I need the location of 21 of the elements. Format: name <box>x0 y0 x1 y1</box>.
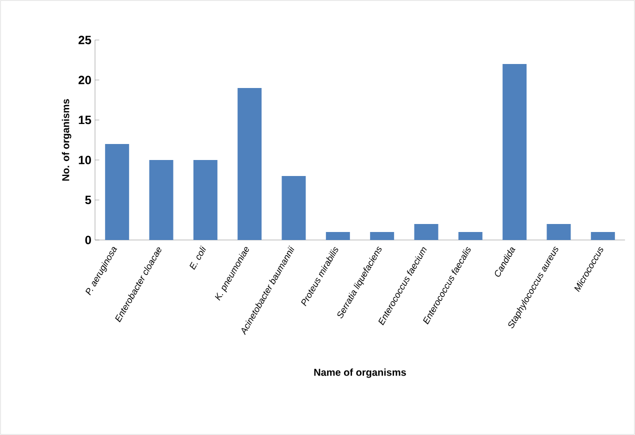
bar <box>149 160 174 240</box>
bar <box>326 232 350 240</box>
y-tick-label: 20 <box>78 76 91 84</box>
bar <box>546 224 571 240</box>
y-tick-label: 15 <box>78 116 92 124</box>
x-axis-title: Name of organisms <box>314 368 406 378</box>
bar <box>238 88 262 240</box>
bar <box>590 232 615 240</box>
bar <box>370 232 394 240</box>
bar <box>458 232 482 240</box>
bar <box>193 160 218 240</box>
bar <box>105 144 130 240</box>
y-tick-label: 5 <box>85 196 92 204</box>
bar <box>502 64 527 240</box>
bar <box>282 176 306 240</box>
y-tick-label: 25 <box>78 36 92 44</box>
y-tick-label: 0 <box>85 236 91 244</box>
y-tick-label: 10 <box>78 156 91 164</box>
y-axis-title: No. of organisms <box>62 99 72 181</box>
bar <box>414 224 438 240</box>
x-tick-label: E. coli <box>190 246 206 270</box>
